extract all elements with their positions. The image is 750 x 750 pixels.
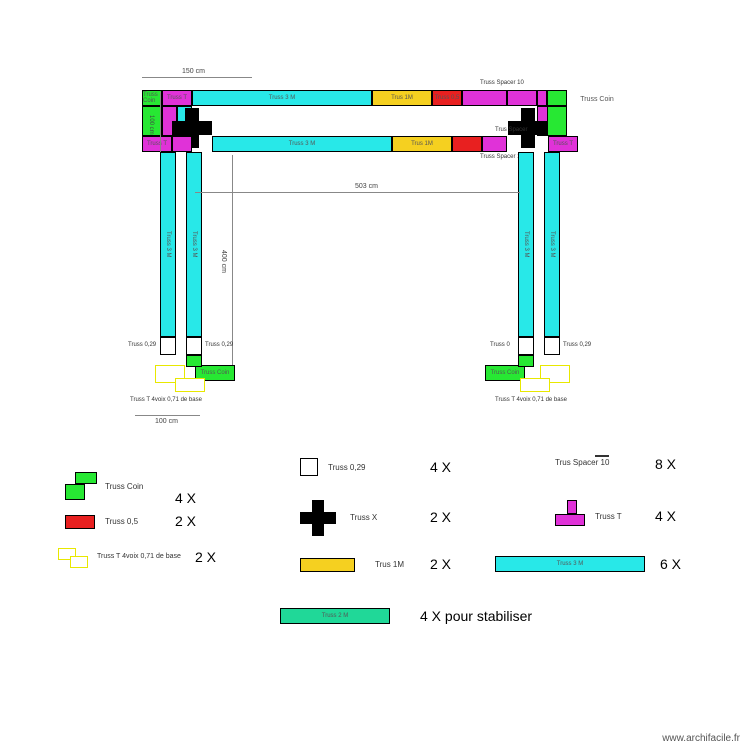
dim-100b: 100 cm: [155, 418, 178, 425]
dim-100v: 100 cm: [148, 115, 154, 135]
legend-spacer-label: Trus Spacer 10: [555, 458, 609, 467]
dim-line-400: [232, 155, 233, 365]
truss-spacer-top1b: [537, 90, 547, 106]
dim-line-503: [195, 192, 520, 193]
truss-05-top1: Truss 0,5: [432, 90, 462, 106]
legend-029-icon: [300, 458, 318, 476]
truss-3m-col-right-outer: Truss 3 M: [544, 152, 560, 337]
legend-t-icon: [555, 500, 585, 530]
legend-05-icon: [65, 515, 95, 529]
truss-coin-top-right: [547, 90, 567, 106]
spacer-label-top: Truss Spacer 10: [480, 80, 524, 86]
truss-coin-label-right: Truss Coin: [572, 94, 622, 104]
legend-029-label: Truss 0,29: [328, 463, 366, 472]
legend-4voix-label: Truss T 4voix 0,71 de base: [97, 553, 181, 560]
legend-1m-count: 2 X: [430, 556, 451, 572]
dim-150: 150 cm: [182, 68, 205, 75]
legend-spacer-icon: [595, 455, 609, 457]
legend-2m-count: 4 X pour stabiliser: [420, 608, 532, 624]
truss-t-top-right: [507, 90, 537, 106]
legend-coin-count: 4 X: [175, 490, 196, 506]
truss-t-top-left: Truss T: [162, 90, 192, 106]
legend-x-label: Truss X: [350, 513, 377, 522]
dim-line-100b: [135, 415, 200, 416]
truss-spacer-row2a: [172, 136, 192, 152]
lbl-029-left2: Truss 0,29: [205, 342, 233, 348]
legend-t-count: 4 X: [655, 508, 676, 524]
legend-t-label: Truss T: [595, 512, 622, 521]
truss-1m-row2: Trus 1M: [392, 136, 452, 152]
truss-spacer-row2b: [482, 136, 507, 152]
truss-spacer-top1: [462, 90, 507, 106]
lbl-029-left: Truss 0,29: [128, 342, 156, 348]
legend-x-icon: [300, 500, 336, 536]
lbl-4voix-l: Truss T 4voix 0,71 de base: [130, 397, 202, 403]
dim-line: [142, 77, 252, 78]
legend-4voix-count: 2 X: [195, 549, 216, 565]
legend-3m-icon: Truss 3 M: [495, 556, 645, 572]
legend-2m-icon: Truss 2 M: [280, 608, 390, 624]
truss-3m-top1: Truss 3 M: [192, 90, 372, 106]
dim-line-100v: [160, 92, 161, 152]
legend-029-count: 4 X: [430, 459, 451, 475]
truss-3m-col-left-inner: Truss 3 M: [186, 152, 202, 337]
legend-1m-label: Trus 1M: [375, 560, 404, 569]
legend-x-count: 2 X: [430, 509, 451, 525]
legend-05-count: 2 X: [175, 513, 196, 529]
spacer-label-r2: Trus Spacer: [495, 127, 527, 133]
truss-1m-top1: Trus 1M: [372, 90, 432, 106]
truss-3m-row2: Truss 3 M: [212, 136, 392, 152]
lbl-029-right: Truss 0: [490, 342, 510, 348]
legend-05-label: Truss 0,5: [105, 517, 138, 526]
legend-spacer-count: 8 X: [655, 456, 676, 472]
lbl-4voix-r: Truss T 4voix 0,71 de base: [495, 397, 567, 403]
dim-503: 503 cm: [355, 183, 378, 190]
truss-t-row2-left: Truss T: [142, 136, 172, 152]
legend-3m-count: 6 X: [660, 556, 681, 572]
legend-coin-icon: [65, 472, 97, 500]
truss-t-row2-right: Truss T: [548, 136, 578, 152]
truss-coin-right2: [547, 106, 567, 136]
truss-029-br-outer: [544, 337, 560, 355]
truss-coin-base-l-top: [186, 355, 202, 367]
truss-coin-base-r: Truss Coin: [485, 365, 525, 381]
truss-coin-top-left: Truss Coin: [142, 90, 162, 106]
legend-1m-icon: [300, 558, 355, 572]
truss-3m-col-left-outer: Truss 3 M: [160, 152, 176, 337]
truss-029-bl-outer: [160, 337, 176, 355]
lbl-029-right2: Truss 0,29: [563, 342, 591, 348]
truss-coin-base-r-top: [518, 355, 534, 367]
truss-029-bl-inner: [186, 337, 202, 355]
legend-coin-label: Truss Coin: [105, 482, 143, 491]
truss-3m-col-right-inner: Truss 3 M: [518, 152, 534, 337]
watermark: www.archifacile.fr: [662, 733, 740, 744]
truss-05-row2: [452, 136, 482, 152]
dim-400: 400 cm: [220, 250, 227, 273]
truss-029-br-inner: [518, 337, 534, 355]
